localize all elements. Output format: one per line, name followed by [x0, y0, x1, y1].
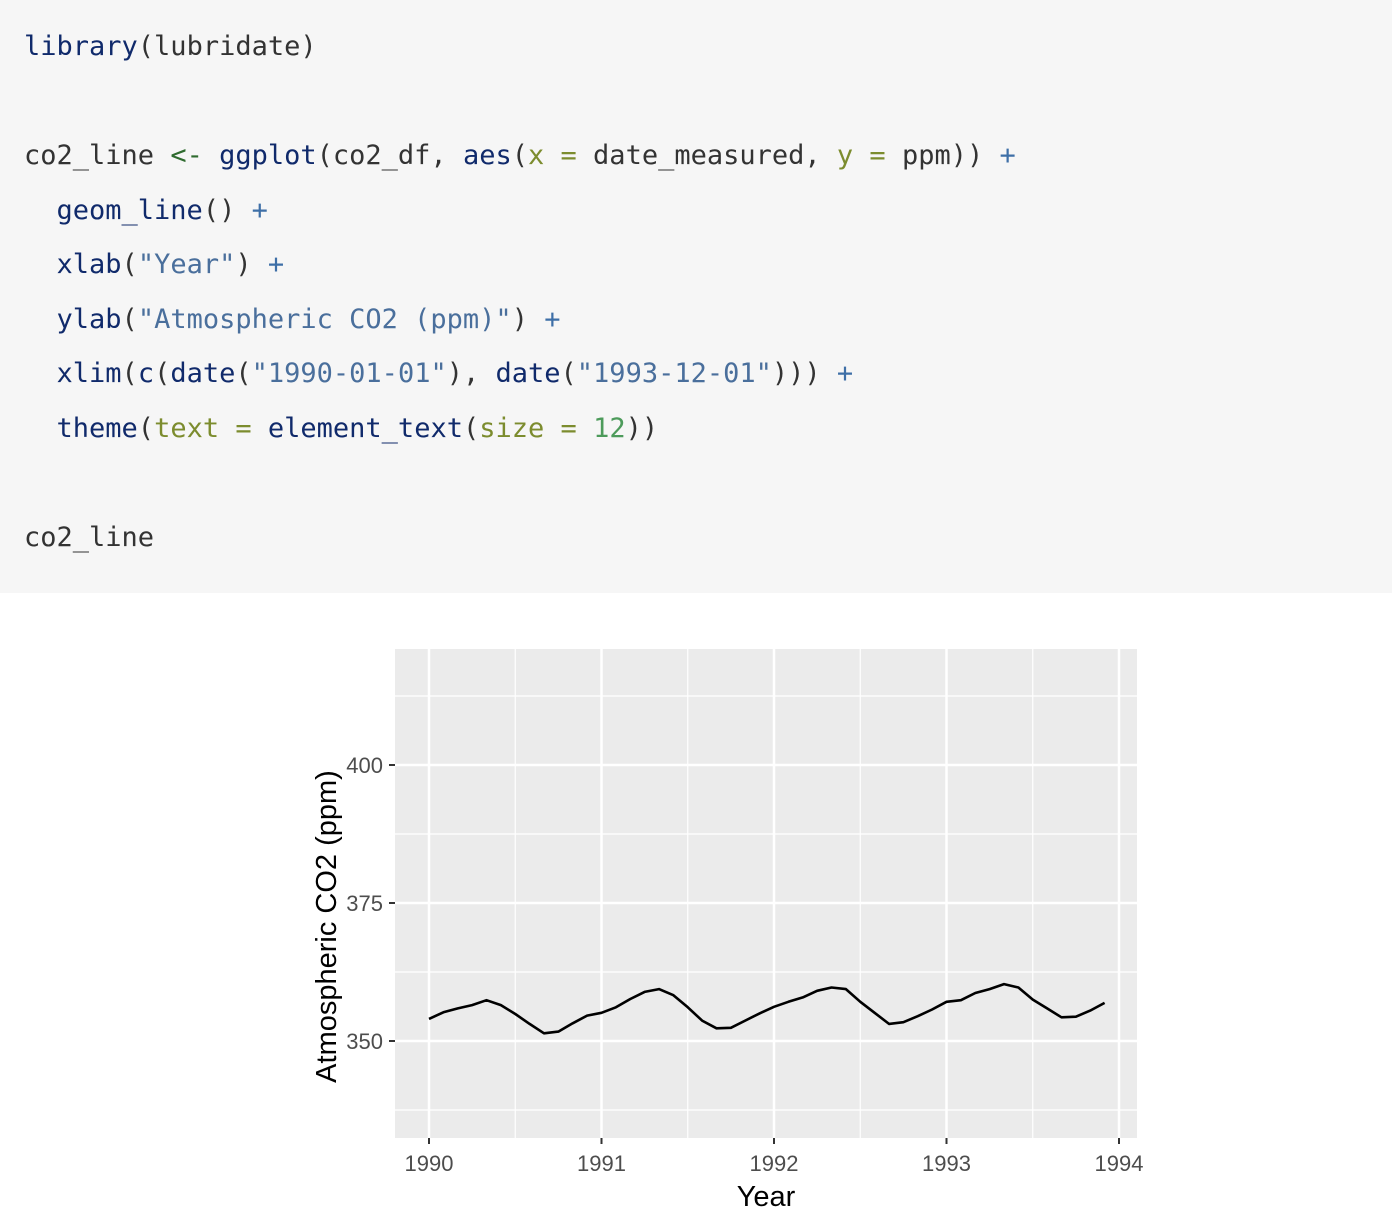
code-token: ( — [121, 249, 138, 280]
code-token: + — [544, 303, 561, 335]
code-token: "Year" — [137, 249, 236, 280]
data-line-layer — [428, 982, 1106, 1035]
code-token: ppm)) — [885, 140, 1000, 171]
code-token: size — [479, 412, 545, 444]
code-token: = — [235, 412, 252, 444]
code-token — [219, 413, 235, 444]
code-token: (co2_df, — [316, 140, 463, 171]
code-token: y — [836, 140, 854, 171]
code-token: xlim — [56, 358, 122, 389]
code-token — [203, 140, 219, 171]
code-token: 12 — [593, 412, 626, 444]
code-token: theme — [56, 412, 138, 444]
code-line: xlab("Year") + — [24, 238, 1392, 293]
code-line — [24, 75, 1392, 130]
code-token: "1990-01-01" — [251, 358, 447, 389]
y-tick-label: 350 — [346, 1029, 383, 1054]
code-token: = — [560, 140, 577, 171]
code-line: library(lubridate) — [24, 20, 1392, 75]
code-token: date_measured, — [576, 140, 837, 171]
code-token: x — [528, 140, 545, 171]
x-tick-label: 1991 — [577, 1151, 626, 1176]
code-token: ( — [462, 412, 480, 444]
code-token: () — [202, 194, 252, 226]
code-token: library — [24, 31, 138, 62]
code-line — [24, 456, 1392, 511]
code-token — [24, 358, 57, 389]
co2-line-chart: 1990 1991 1992 1993 1994 350 375 400 Year Atmos… — [311, 649, 1143, 1213]
code-token — [24, 413, 57, 444]
code-token: ( — [235, 358, 252, 389]
code-token: ggplot — [219, 140, 317, 171]
code-token: ( — [511, 140, 528, 171]
code-token: c — [137, 358, 155, 389]
y-tick-label: 400 — [346, 753, 383, 778]
x-tick-label: 1994 — [1095, 1151, 1144, 1176]
code-token: text — [154, 412, 220, 444]
code-token: (lubridate) — [137, 31, 317, 62]
code-token: xlab — [56, 249, 122, 280]
grid-lines — [395, 649, 1137, 1138]
code-token: ( — [154, 358, 171, 389]
code-line: co2_line <- ggplot(co2_df, aes(x = date_… — [24, 129, 1392, 184]
code-line: geom_line() + — [24, 184, 1392, 239]
plot-panel — [395, 649, 1137, 1138]
code-line: co2_line — [24, 511, 1392, 566]
code-token: co2_line — [24, 140, 171, 171]
code-token: ylab — [56, 303, 122, 335]
code-token: + — [999, 140, 1016, 171]
code-token — [24, 195, 57, 226]
code-token: geom_line — [56, 194, 203, 226]
code-token: ( — [121, 303, 138, 335]
co2-series-line — [428, 982, 1106, 1035]
x-tick-label: 1990 — [405, 1151, 454, 1176]
code-block: library(lubridate) co2_line <- ggplot(co2… — [0, 0, 1392, 593]
code-token: + — [836, 358, 854, 389]
code-token: ))) — [771, 358, 837, 389]
code-token: + — [251, 194, 268, 226]
code-token — [544, 413, 560, 444]
code-token — [853, 140, 869, 171]
code-token: = — [560, 412, 577, 444]
code-token — [577, 413, 593, 444]
code-token: <- — [170, 140, 203, 171]
code-token: date — [170, 358, 236, 389]
code-token: = — [869, 140, 886, 171]
code-token: + — [267, 249, 285, 280]
y-axis-title: Atmospheric CO2 (ppm) — [311, 770, 343, 1083]
x-tick-label: 1992 — [750, 1151, 799, 1176]
code-token: ) — [511, 303, 545, 335]
code-line: ylab("Atmospheric CO2 (ppm)") + — [24, 293, 1392, 348]
axis-ticks: 1990 1991 1992 1993 1994 350 375 400 — [346, 753, 1143, 1176]
code-token: ) — [235, 249, 268, 280]
x-axis-title: Year — [737, 1181, 796, 1213]
code-token: )) — [625, 412, 659, 444]
code-line: xlim(c(date("1990-01-01"), date("1993-12… — [24, 347, 1392, 402]
code-token — [24, 249, 57, 280]
code-token: ( — [560, 358, 577, 389]
code-token — [252, 413, 268, 444]
code-token: ( — [137, 412, 155, 444]
code-token: element_text — [267, 412, 463, 444]
y-tick-label: 375 — [346, 891, 383, 916]
code-token: "1993-12-01" — [576, 358, 772, 389]
code-token: date — [495, 358, 561, 389]
code-token: "Atmospheric CO2 (ppm)" — [137, 303, 512, 335]
code-token: ( — [121, 358, 138, 389]
code-token — [24, 304, 57, 335]
code-token: aes — [462, 140, 512, 171]
code-token: ), — [446, 358, 496, 389]
code-token — [544, 140, 560, 171]
x-tick-label: 1993 — [922, 1151, 971, 1176]
code-token: co2_line — [24, 521, 155, 553]
code-line: theme(text = element_text(size = 12)) — [24, 402, 1392, 457]
